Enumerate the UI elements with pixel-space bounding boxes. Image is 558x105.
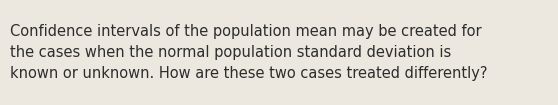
Text: Confidence intervals of the population mean may be created for
the cases when th: Confidence intervals of the population m… xyxy=(10,24,488,81)
